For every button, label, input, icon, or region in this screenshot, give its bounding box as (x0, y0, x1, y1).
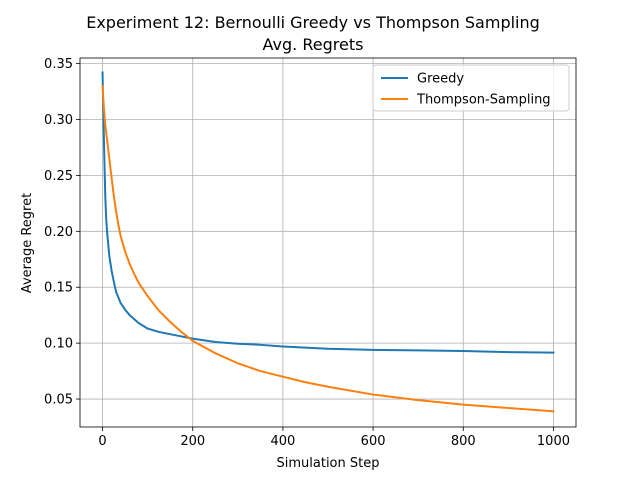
y-tick-label: 0.10 (44, 337, 73, 352)
legend-label-greedy: Greedy (417, 72, 464, 87)
series-line-greedy (101, 71, 555, 354)
x-tick-label: 800 (451, 434, 476, 449)
grid (80, 58, 576, 427)
series-line-thompson-sampling (101, 84, 555, 413)
y-tick-label: 0.30 (44, 113, 73, 128)
plot-lines (101, 71, 555, 413)
x-tick-label: 1000 (537, 434, 570, 449)
y-tick-label: 0.15 (44, 281, 73, 296)
x-tick-label: 200 (180, 434, 205, 449)
plot-frame (79, 57, 577, 428)
y-tick-label: 0.25 (44, 169, 73, 184)
x-tick-label: 400 (270, 434, 295, 449)
legend-box (372, 64, 570, 112)
y-tick-label: 0.05 (44, 393, 73, 408)
chart-title: Experiment 12: Bernoulli Greedy vs Thomp… (86, 13, 540, 32)
ticks: 0 200 400 600 800 1000 0.05 0.10 0.15 0.20 0.25 0.3… (44, 57, 570, 449)
y-tick-label: 0.20 (44, 225, 73, 240)
axes (79, 57, 577, 428)
y-axis-label: Average Regret (20, 193, 35, 293)
legend: Greedy Thompson-Sampling (372, 64, 570, 112)
chart-subtitle: Avg. Regrets (263, 35, 364, 54)
legend-label-thompson-sampling: Thompson-Sampling (416, 93, 551, 108)
y-tick-label: 0.35 (44, 57, 73, 72)
x-axis-label: Simulation Step (277, 456, 380, 471)
x-tick-label: 0 (98, 434, 106, 449)
x-tick-label: 600 (361, 434, 386, 449)
